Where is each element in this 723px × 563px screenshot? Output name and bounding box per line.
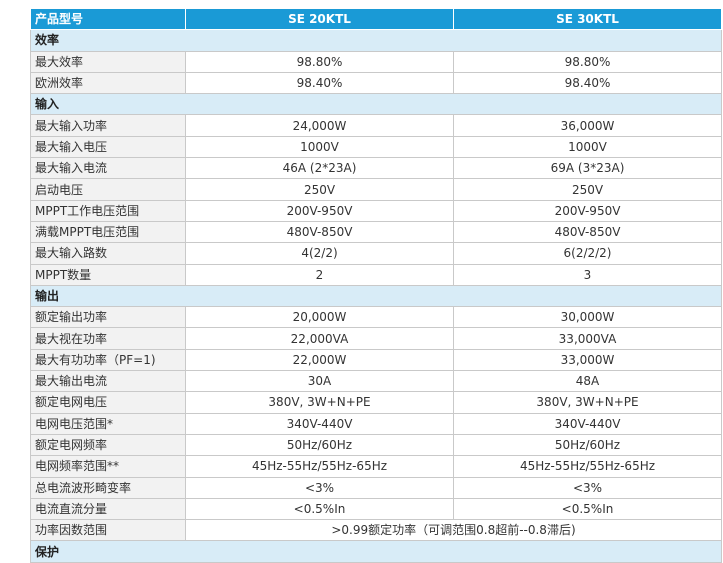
value-cell: 33,000VA xyxy=(453,327,722,350)
value-cell: 98.40% xyxy=(453,71,722,95)
value-cell: <3% xyxy=(185,476,454,499)
table-body: 产品型号 SE 20KTL SE 30KTL 效率 最大效率 98.80% 98.80% 欧洲… xyxy=(30,7,722,563)
value-cell: 50Hz/60Hz xyxy=(453,433,722,457)
section-row: 输入 xyxy=(30,93,722,116)
value-cell: 46A (2*23A) xyxy=(185,157,454,180)
value-cell: 30A xyxy=(185,370,454,393)
section-row: 保护 xyxy=(30,540,722,563)
header-cell: SE 20KTL xyxy=(185,7,454,31)
header-cell: SE 30KTL xyxy=(453,7,722,31)
data-row: MPPT数量 2 3 xyxy=(30,263,722,286)
value-cell: 340V-440V xyxy=(453,412,722,435)
value-cell: 380V, 3W+N+PE xyxy=(453,391,722,414)
label-cell: 启动电压 xyxy=(30,178,186,201)
value-cell: 33,000W xyxy=(453,348,722,372)
value-cell: 36,000W xyxy=(453,114,722,137)
label-cell: 电网频率范围** xyxy=(30,455,186,478)
value-cell: 1000V xyxy=(185,135,454,159)
value-cell: 45Hz-55Hz/55Hz-65Hz xyxy=(185,455,454,478)
value-cell: 200V-950V xyxy=(185,199,454,222)
value-cell: 20,000W xyxy=(185,306,454,329)
data-row: 额定电网频率 50Hz/60Hz 50Hz/60Hz xyxy=(30,433,722,457)
value-cell: 200V-950V xyxy=(453,199,722,222)
value-cell: 69A (3*23A) xyxy=(453,157,722,180)
header-row: 产品型号 SE 20KTL SE 30KTL xyxy=(30,7,722,31)
spec-table-wrap: 产品型号 SE 20KTL SE 30KTL 效率 最大效率 98.80% 98.80% 欧洲… xyxy=(30,7,722,563)
value-cell: 6(2/2/2) xyxy=(453,242,722,265)
data-row: 最大视在功率 22,000VA 33,000VA xyxy=(30,327,722,350)
data-row: 功率因数范围 >0.99额定功率（可调范围0.8超前--0.8滞后) xyxy=(30,519,722,542)
data-row: 额定电网电压 380V, 3W+N+PE 380V, 3W+N+PE xyxy=(30,391,722,414)
label-cell: MPPT工作电压范围 xyxy=(30,199,186,222)
data-row: 电流直流分量 <0.5%In <0.5%In xyxy=(30,497,722,521)
value-cell: 30,000W xyxy=(453,306,722,329)
label-cell: MPPT数量 xyxy=(30,263,186,286)
value-cell: <0.5%In xyxy=(185,497,454,521)
label-cell: 最大输入电流 xyxy=(30,157,186,180)
data-row: 最大输入电流 46A (2*23A) 69A (3*23A) xyxy=(30,157,722,180)
value-cell: 22,000VA xyxy=(185,327,454,350)
value-cell: 480V-850V xyxy=(185,220,454,244)
label-cell: 最大输入功率 xyxy=(30,114,186,137)
value-cell: 480V-850V xyxy=(453,220,722,244)
data-row: 总电流波形畸变率 <3% <3% xyxy=(30,476,722,499)
data-row: MPPT工作电压范围 200V-950V 200V-950V xyxy=(30,199,722,222)
value-cell: 3 xyxy=(453,263,722,286)
label-cell: 电流直流分量 xyxy=(30,497,186,521)
value-cell: 98.40% xyxy=(185,71,454,95)
spec-table: 产品型号 SE 20KTL SE 30KTL 效率 最大效率 98.80% 98.80% 欧洲… xyxy=(30,7,722,563)
section-title: 输出 xyxy=(30,284,722,308)
label-cell: 最大输入电压 xyxy=(30,135,186,159)
label-cell: 额定输出功率 xyxy=(30,306,186,329)
data-row: 启动电压 250V 250V xyxy=(30,178,722,201)
value-cell: 340V-440V xyxy=(185,412,454,435)
label-cell: 电网电压范围* xyxy=(30,412,186,435)
label-cell: 最大输入路数 xyxy=(30,242,186,265)
section-title: 效率 xyxy=(30,29,722,52)
label-cell: 总电流波形畸变率 xyxy=(30,476,186,499)
value-cell: 98.80% xyxy=(453,50,722,73)
label-cell: 满载MPPT电压范围 xyxy=(30,220,186,244)
value-cell: 250V xyxy=(453,178,722,201)
page: 产品型号 SE 20KTL SE 30KTL 效率 最大效率 98.80% 98.80% 欧洲… xyxy=(30,7,722,563)
section-title: 输入 xyxy=(30,93,722,116)
data-row: 最大效率 98.80% 98.80% xyxy=(30,50,722,73)
value-cell: <3% xyxy=(453,476,722,499)
label-cell: 功率因数范围 xyxy=(30,519,186,542)
data-row: 最大输入路数 4(2/2) 6(2/2/2) xyxy=(30,242,722,265)
value-cell: 4(2/2) xyxy=(185,242,454,265)
section-row: 效率 xyxy=(30,29,722,52)
value-cell: 1000V xyxy=(453,135,722,159)
data-row: 欧洲效率 98.40% 98.40% xyxy=(30,71,722,95)
section-row: 输出 xyxy=(30,284,722,308)
value-cell: <0.5%In xyxy=(453,497,722,521)
label-cell: 最大输出电流 xyxy=(30,370,186,393)
data-row: 最大有功功率（PF=1) 22,000W 33,000W xyxy=(30,348,722,372)
data-row: 额定输出功率 20,000W 30,000W xyxy=(30,306,722,329)
value-cell: 24,000W xyxy=(185,114,454,137)
data-row: 电网电压范围* 340V-440V 340V-440V xyxy=(30,412,722,435)
data-row: 最大输入电压 1000V 1000V xyxy=(30,135,722,159)
label-cell: 额定电网电压 xyxy=(30,391,186,414)
data-row: 电网频率范围** 45Hz-55Hz/55Hz-65Hz 45Hz-55Hz/55H… xyxy=(30,455,722,478)
data-row: 最大输出电流 30A 48A xyxy=(30,370,722,393)
value-cell: 48A xyxy=(453,370,722,393)
label-cell: 最大效率 xyxy=(30,50,186,73)
header-cell: 产品型号 xyxy=(30,7,186,31)
label-cell: 最大视在功率 xyxy=(30,327,186,350)
value-cell: 98.80% xyxy=(185,50,454,73)
value-cell: 380V, 3W+N+PE xyxy=(185,391,454,414)
value-cell: 45Hz-55Hz/55Hz-65Hz xyxy=(453,455,722,478)
label-cell: 额定电网频率 xyxy=(30,433,186,457)
data-row: 最大输入功率 24,000W 36,000W xyxy=(30,114,722,137)
value-cell: 2 xyxy=(185,263,454,286)
label-cell: 最大有功功率（PF=1) xyxy=(30,348,186,372)
value-cell: 50Hz/60Hz xyxy=(185,433,454,457)
section-title: 保护 xyxy=(30,540,722,563)
value-cell: >0.99额定功率（可调范围0.8超前--0.8滞后) xyxy=(185,519,722,542)
value-cell: 22,000W xyxy=(185,348,454,372)
data-row: 满载MPPT电压范围 480V-850V 480V-850V xyxy=(30,220,722,244)
value-cell: 250V xyxy=(185,178,454,201)
label-cell: 欧洲效率 xyxy=(30,71,186,95)
